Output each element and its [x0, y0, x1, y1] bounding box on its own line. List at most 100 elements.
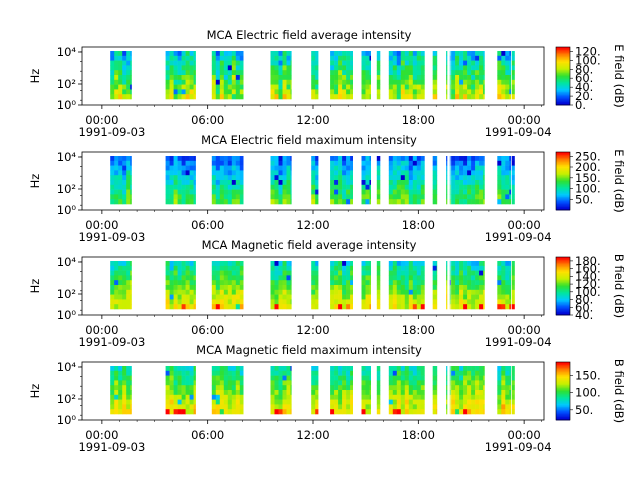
spectrogram-cell — [479, 385, 484, 391]
spectrogram-cell — [451, 75, 456, 81]
spectrogram-cell — [404, 75, 410, 81]
spectrogram-cell — [408, 194, 414, 200]
spectrogram-cell — [130, 65, 132, 71]
spectrogram-cell — [483, 394, 485, 400]
spectrogram-cell — [165, 304, 170, 310]
spectrogram-cell — [361, 299, 366, 305]
spectrogram-cell — [118, 70, 123, 76]
spectrogram-cell — [173, 94, 178, 100]
spectrogram-cell — [346, 84, 351, 90]
x-tick-time: 00:00 — [508, 428, 541, 442]
spectrogram-cell — [396, 390, 402, 396]
spectrogram-cell — [227, 394, 233, 400]
spectrogram-cell — [388, 394, 394, 400]
spectrogram-cell — [342, 170, 347, 176]
spectrogram-cell — [467, 366, 472, 372]
spectrogram-cell — [169, 94, 174, 100]
spectrogram-cell — [114, 180, 119, 186]
spectrogram-cell — [346, 385, 351, 391]
spectrogram-cell — [376, 184, 381, 190]
spectrogram-cell — [369, 380, 371, 386]
spectrogram-cell — [282, 385, 287, 391]
spectrogram-cell — [505, 184, 510, 190]
spectrogram-cell — [189, 265, 194, 271]
spectrogram-cell — [235, 180, 241, 186]
colorbar-band — [556, 58, 570, 61]
spectrogram-cell — [227, 89, 233, 95]
spectrogram-cell — [475, 160, 480, 166]
spectrogram-cell — [408, 375, 414, 381]
spectrogram-cell — [471, 370, 476, 376]
spectrogram-cell — [110, 375, 115, 381]
spectrogram-cell — [114, 175, 119, 181]
spectrogram-cell — [509, 404, 511, 410]
spectrogram-cell — [130, 175, 132, 181]
spectrogram-cell — [463, 265, 468, 271]
colorbar-band — [556, 373, 570, 376]
colorbar-band — [556, 55, 570, 58]
x-tick-time: 06:00 — [191, 113, 224, 127]
spectrogram-cell — [215, 175, 221, 181]
spectrogram-cell — [211, 199, 217, 205]
spectrogram-cell — [114, 261, 119, 267]
spectrogram-cell — [114, 89, 119, 95]
spectrogram-cell — [459, 89, 464, 95]
spectrogram-cell — [501, 265, 506, 271]
spectrogram-cell — [165, 170, 170, 176]
spectrogram-cell — [239, 285, 244, 291]
spectrogram-cell — [334, 84, 339, 90]
spectrogram-cell — [278, 390, 283, 396]
spectrogram-cell — [286, 409, 291, 415]
spectrogram-cell — [219, 370, 225, 376]
spectrogram-cell — [459, 194, 464, 200]
spectrogram-cell — [475, 294, 480, 300]
spectrogram-cell — [126, 404, 131, 410]
spectrogram-cell — [436, 199, 438, 205]
spectrogram-cell — [278, 409, 283, 415]
spectrogram-cell — [231, 280, 237, 286]
spectrogram-cell — [408, 270, 414, 276]
spectrogram-cell — [118, 375, 123, 381]
spectrogram-cell — [185, 75, 190, 81]
colorbar-frame — [555, 256, 571, 316]
spectrogram-cell — [446, 184, 448, 190]
spectrogram-cell — [369, 265, 371, 271]
spectrogram-cell — [369, 394, 371, 400]
spectrogram-cell — [471, 180, 476, 186]
spectrogram-cell — [235, 60, 241, 66]
spectrogram-cell — [361, 65, 366, 71]
spectrogram-cell — [416, 394, 422, 400]
spectrogram-cell — [400, 390, 406, 396]
spectrogram-cell — [451, 390, 456, 396]
spectrogram-cell — [193, 366, 196, 372]
spectrogram-cell — [231, 394, 237, 400]
spectrogram-cell — [315, 399, 319, 405]
spectrogram-cell — [181, 94, 186, 100]
spectrogram-cell — [311, 60, 316, 66]
spectrogram-cell — [211, 51, 217, 57]
spectrogram-cell — [446, 275, 448, 281]
spectrogram-cell — [169, 280, 174, 286]
spectrogram-cell — [432, 194, 437, 200]
spectrogram-cell — [404, 165, 410, 171]
spectrogram-cell — [311, 70, 316, 76]
colorbar-band — [556, 259, 570, 262]
spectrogram-cell — [126, 261, 131, 267]
spectrogram-cell — [479, 156, 484, 162]
spectrogram-cell — [311, 165, 316, 171]
spectrogram-cell — [274, 89, 279, 95]
spectrogram-cell — [215, 299, 221, 305]
spectrogram-cell — [110, 184, 115, 190]
spectrogram-cell — [369, 399, 371, 405]
spectrogram-cell — [118, 385, 123, 391]
spectrogram-cell — [451, 399, 456, 405]
spectrogram-cell — [130, 385, 132, 391]
spectrogram-cell — [396, 370, 402, 376]
spectrogram-cell — [369, 199, 371, 205]
spectrogram-cell — [432, 79, 437, 85]
colorbar-tick-label: 40. — [575, 308, 593, 322]
spectrogram-cell — [432, 409, 437, 415]
spectrogram-cell — [270, 270, 275, 276]
spectrogram-cell — [412, 156, 418, 162]
spectrogram-cell — [165, 289, 170, 295]
